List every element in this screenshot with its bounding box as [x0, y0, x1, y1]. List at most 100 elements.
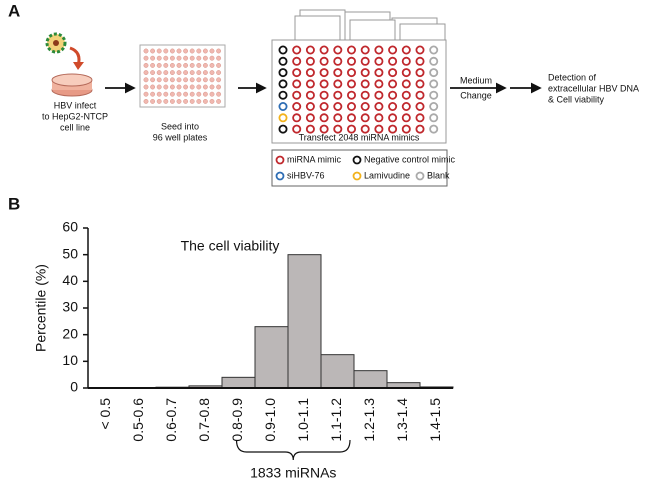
well — [319, 79, 329, 89]
well — [169, 84, 175, 90]
x-tick-label: 0.7-0.8 — [196, 398, 212, 442]
well — [143, 48, 149, 54]
well — [319, 113, 329, 123]
well — [346, 45, 356, 55]
well — [163, 77, 169, 83]
well — [278, 79, 288, 89]
well — [292, 56, 302, 66]
well — [401, 113, 411, 123]
well — [169, 70, 175, 76]
chart-title: The cell viability — [181, 238, 280, 254]
x-tick-label: 1.3-1.4 — [394, 398, 410, 442]
well — [216, 62, 222, 68]
well — [209, 77, 215, 83]
well — [429, 90, 439, 100]
well — [305, 113, 315, 123]
well — [216, 70, 222, 76]
well — [429, 79, 439, 89]
well — [388, 68, 398, 78]
well — [292, 113, 302, 123]
well — [156, 84, 162, 90]
well — [346, 113, 356, 123]
well — [163, 62, 169, 68]
well — [189, 48, 195, 54]
x-tick-label: 0.5-0.6 — [130, 398, 146, 442]
well — [196, 91, 202, 97]
legend-label: miRNA mimic — [287, 154, 341, 164]
x-tick-label: 1.4-1.5 — [427, 398, 443, 442]
well — [202, 62, 208, 68]
well — [278, 68, 288, 78]
bar — [320, 354, 355, 389]
well — [429, 45, 439, 55]
well — [305, 56, 315, 66]
well — [150, 70, 156, 76]
well — [278, 90, 288, 100]
well — [333, 79, 343, 89]
well — [209, 48, 215, 54]
well — [209, 98, 215, 104]
well — [150, 91, 156, 97]
step-text: Change — [460, 90, 492, 100]
well — [216, 91, 222, 97]
well — [163, 55, 169, 61]
legend-swatch — [275, 171, 285, 181]
well — [143, 91, 149, 97]
well — [196, 55, 202, 61]
well — [305, 124, 315, 134]
step-text: Medium — [460, 75, 492, 85]
plate — [139, 44, 226, 108]
step-text: Detection of — [548, 72, 597, 82]
x-tick-label: < 0.5 — [97, 398, 113, 430]
well — [278, 124, 288, 134]
well — [319, 90, 329, 100]
well — [143, 62, 149, 68]
well — [360, 90, 370, 100]
x-tick-label: 1.1-1.2 — [328, 398, 344, 442]
x-tick-label: 0.6-0.7 — [163, 398, 179, 442]
well — [415, 124, 425, 134]
well — [189, 55, 195, 61]
legend-label: Lamivudine — [364, 170, 410, 180]
well — [305, 79, 315, 89]
well — [189, 84, 195, 90]
well — [374, 102, 384, 112]
well — [196, 98, 202, 104]
well — [333, 68, 343, 78]
well — [209, 55, 215, 61]
well — [401, 90, 411, 100]
well — [176, 62, 182, 68]
well — [150, 48, 156, 54]
well — [346, 79, 356, 89]
legend-swatch — [275, 155, 285, 165]
step-text: HBV infect — [54, 100, 97, 110]
well — [163, 91, 169, 97]
well — [156, 77, 162, 83]
legend-label: siHBV-76 — [287, 170, 325, 180]
well — [333, 124, 343, 134]
well — [388, 90, 398, 100]
well — [292, 68, 302, 78]
well — [209, 91, 215, 97]
well — [360, 113, 370, 123]
well — [346, 68, 356, 78]
bar — [353, 370, 388, 389]
well — [319, 68, 329, 78]
well — [333, 90, 343, 100]
well — [216, 98, 222, 104]
y-tick-label: 40 — [62, 272, 78, 288]
well — [143, 98, 149, 104]
well — [209, 62, 215, 68]
well — [346, 56, 356, 66]
well — [346, 102, 356, 112]
well — [209, 84, 215, 90]
x-tick-label: 1.2-1.3 — [361, 398, 377, 442]
well — [360, 124, 370, 134]
well — [305, 68, 315, 78]
well — [156, 62, 162, 68]
well — [169, 91, 175, 97]
well — [183, 55, 189, 61]
y-tick-label: 0 — [70, 379, 78, 395]
well — [374, 79, 384, 89]
well — [429, 56, 439, 66]
